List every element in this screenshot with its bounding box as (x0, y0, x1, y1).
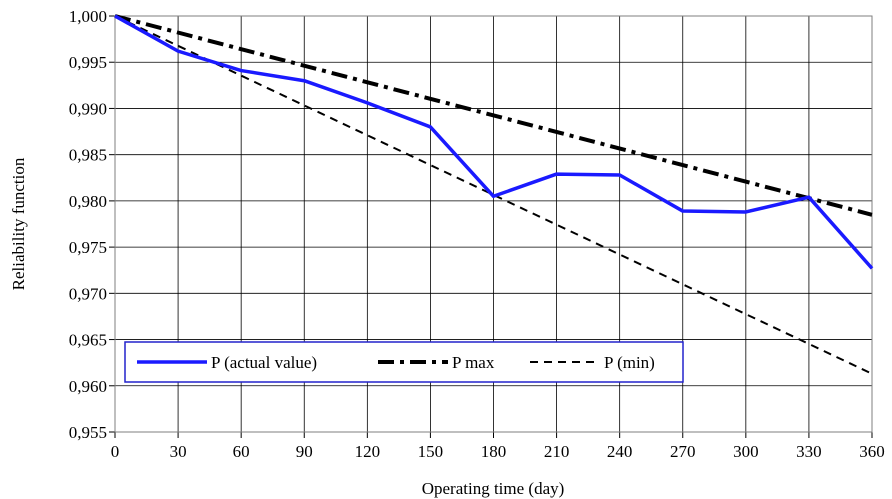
x-tick-label: 90 (296, 442, 313, 461)
series-line-0 (114, 14, 874, 270)
x-tick-label: 120 (355, 442, 381, 461)
x-tick-label: 270 (670, 442, 696, 461)
legend-label-min: P (min) (604, 353, 655, 372)
x-tick-label: 360 (859, 442, 885, 461)
y-tick-label: 0,995 (69, 53, 107, 72)
y-axis-title: Reliability function (9, 157, 28, 290)
legend-label-max: P max (452, 353, 495, 372)
y-tick-label: 0,985 (69, 146, 107, 165)
x-tick-label: 330 (796, 442, 822, 461)
series-group (114, 14, 874, 375)
y-axis-ticks: 0,955 0,960 0,965 0,970 0,975 0,980 0,985 0,990… (69, 7, 115, 442)
y-tick-label: 0,970 (69, 284, 107, 303)
x-tick-label: 60 (233, 442, 250, 461)
x-tick-label: 210 (544, 442, 570, 461)
legend-label-actual: P (actual value) (211, 353, 317, 372)
series-line-1 (114, 14, 873, 217)
y-tick-label: 1,000 (69, 7, 107, 26)
y-tick-label: 0,975 (69, 238, 107, 257)
legend: P (actual value) P max P (min) (124, 341, 684, 383)
y-tick-label: 0,990 (69, 99, 107, 118)
x-tick-label: 150 (418, 442, 444, 461)
x-axis-ticks: 0 30 60 90 120 150 180 210 240 270 300 330 360 (111, 432, 885, 461)
x-tick-label: 300 (733, 442, 759, 461)
y-tick-label: 0,955 (69, 423, 107, 442)
y-tick-label: 0,960 (69, 377, 107, 396)
x-tick-label: 180 (481, 442, 507, 461)
x-tick-label: 30 (170, 442, 187, 461)
grid (114, 15, 873, 433)
plot-border (114, 15, 873, 433)
x-tick-label: 0 (111, 442, 120, 461)
x-axis-title: Operating time (day) (422, 479, 565, 498)
x-tick-label: 240 (607, 442, 633, 461)
y-tick-label: 0,980 (69, 192, 107, 211)
y-tick-label: 0,965 (69, 331, 107, 350)
